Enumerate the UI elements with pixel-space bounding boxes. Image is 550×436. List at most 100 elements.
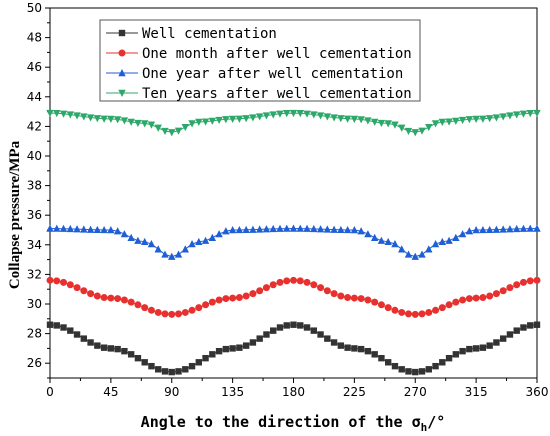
data-point <box>425 123 433 132</box>
data-point <box>181 245 189 253</box>
data-point <box>472 226 480 234</box>
y-tick-label: 32 <box>27 267 42 281</box>
data-point <box>168 129 176 137</box>
series-1 <box>46 321 541 376</box>
x-axis-title-subscript: h <box>421 421 428 434</box>
data-point <box>364 347 372 355</box>
data-point <box>140 237 149 246</box>
data-point <box>506 225 514 233</box>
data-point <box>377 301 385 309</box>
data-point <box>472 294 480 302</box>
data-point <box>120 230 129 238</box>
data-point <box>228 115 237 123</box>
data-point <box>60 324 67 331</box>
data-point <box>290 321 297 328</box>
x-tick-label: 270 <box>404 385 427 399</box>
x-axis: 0 45 90 135 180 225 270 315 360 <box>46 378 548 399</box>
data-point <box>526 110 534 118</box>
data-point <box>242 342 250 349</box>
data-point <box>506 331 514 338</box>
data-point <box>323 113 332 121</box>
data-point <box>378 354 385 362</box>
data-point <box>208 233 217 241</box>
data-point <box>323 225 332 233</box>
data-point <box>344 294 352 302</box>
data-point <box>425 308 433 316</box>
y-tick-label: 50 <box>27 1 42 15</box>
data-point <box>445 236 453 244</box>
data-point <box>276 278 284 286</box>
data-point <box>269 281 277 289</box>
data-point <box>188 306 196 314</box>
data-point <box>438 237 447 246</box>
data-point <box>431 120 440 128</box>
data-point <box>276 224 284 232</box>
data-point <box>60 278 68 286</box>
data-point <box>357 295 365 303</box>
data-point <box>324 335 331 342</box>
data-point <box>479 225 487 234</box>
x-tick-label: 225 <box>343 385 366 399</box>
data-point <box>316 112 325 120</box>
data-point <box>357 116 365 124</box>
data-point <box>53 224 61 232</box>
data-point <box>46 276 54 284</box>
data-point <box>466 345 473 353</box>
data-point <box>53 277 61 285</box>
data-point <box>147 121 156 129</box>
data-point <box>310 327 317 334</box>
data-point <box>93 225 102 234</box>
data-point <box>317 284 325 292</box>
y-tick-label: 28 <box>27 327 42 341</box>
data-point <box>93 292 101 300</box>
data-point <box>161 127 169 136</box>
data-point <box>242 115 250 123</box>
legend-label: One year after well cementation <box>142 66 403 82</box>
series-layer <box>46 109 541 376</box>
x-tick-label: 135 <box>221 385 244 399</box>
data-point <box>222 345 230 353</box>
data-point <box>94 342 101 349</box>
data-point <box>222 116 230 124</box>
x-tick-label: 180 <box>282 385 305 399</box>
data-point <box>398 245 406 253</box>
data-point <box>412 368 419 376</box>
data-point <box>411 310 419 318</box>
data-point <box>411 129 419 137</box>
legend-frame <box>99 19 421 102</box>
legend-marker <box>118 29 126 37</box>
data-point <box>46 224 54 232</box>
data-point <box>201 118 210 126</box>
legend: Well cementation One month after well cem… <box>99 19 421 102</box>
data-point <box>120 117 129 125</box>
data-point <box>404 127 413 136</box>
data-point <box>73 284 81 292</box>
data-point <box>154 124 162 132</box>
data-point <box>228 226 237 234</box>
data-point <box>432 362 439 370</box>
legend-entry-2: One month after well cementation <box>106 46 412 62</box>
data-point <box>249 290 257 298</box>
data-point <box>161 250 169 258</box>
data-point <box>506 112 514 120</box>
data-point <box>255 113 264 121</box>
data-point <box>100 344 108 351</box>
data-point <box>371 351 378 358</box>
data-point <box>459 347 466 355</box>
data-point <box>140 120 149 128</box>
data-point <box>276 110 284 118</box>
data-point <box>66 224 74 233</box>
legend-label: Well cementation <box>142 26 277 42</box>
data-point <box>357 345 365 353</box>
data-point <box>113 227 122 235</box>
data-point <box>175 310 183 318</box>
data-point <box>296 110 304 118</box>
series-line <box>49 227 538 258</box>
data-point <box>100 294 108 302</box>
data-point <box>458 230 467 238</box>
data-point <box>80 113 88 121</box>
data-point <box>533 321 541 328</box>
data-point <box>492 114 501 122</box>
data-point <box>181 123 189 132</box>
